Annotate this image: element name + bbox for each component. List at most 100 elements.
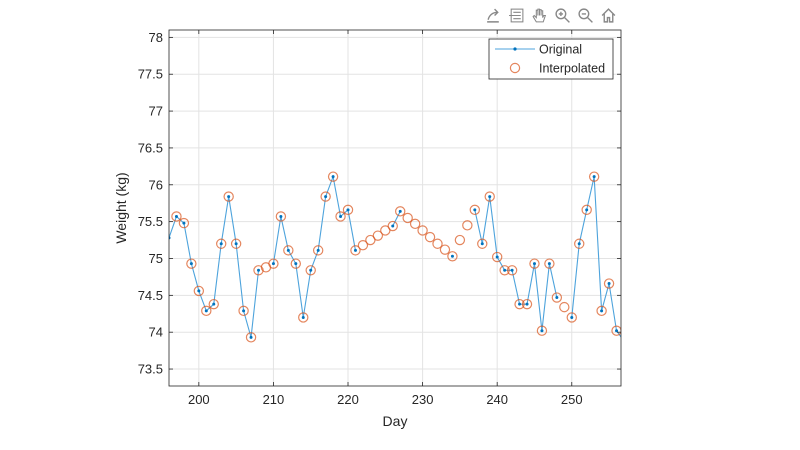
interpolated-point: [275, 211, 287, 222]
interpolated-point: [268, 258, 279, 269]
original-point: [518, 302, 522, 306]
original-line-segment: [571, 176, 621, 338]
interpolated-point: [499, 265, 510, 276]
interpolated-point: [402, 212, 413, 224]
original-line-segment: [169, 196, 260, 338]
home-icon: [601, 8, 616, 23]
interpolated-point: [186, 258, 197, 269]
interpolated-point: [208, 298, 219, 310]
original-point: [480, 242, 484, 246]
interpolated-point: [298, 312, 309, 323]
y-tick-label: 74.5: [138, 288, 163, 303]
legend-interpolated-marker: [509, 62, 521, 74]
interpolated-point: [551, 292, 563, 303]
original-point: [257, 268, 261, 272]
original-point: [204, 309, 208, 313]
original-point: [540, 329, 544, 333]
original-point: [279, 214, 283, 218]
interpolated-point: [178, 217, 190, 229]
original-point: [294, 262, 298, 266]
interpolated-point: [439, 244, 451, 255]
brush-button[interactable]: [507, 6, 526, 25]
y-tick-label: 75: [149, 251, 163, 266]
interpolated-point: [491, 251, 503, 263]
original-line-segment: [272, 174, 357, 318]
original-point: [525, 302, 529, 306]
interpolated-point: [223, 191, 234, 202]
original-point: [174, 214, 178, 218]
x-tick-label: 220: [337, 392, 359, 407]
export-button[interactable]: [484, 6, 503, 25]
interpolated-point: [432, 238, 443, 249]
original-point: [450, 254, 454, 258]
y-tick-label: 73.5: [138, 362, 163, 377]
interpolated-point: [283, 245, 294, 256]
interpolated-point: [342, 204, 354, 216]
interpolated-point: [230, 238, 242, 249]
interpolated-point: [484, 191, 495, 202]
interpolated-point: [245, 332, 257, 343]
original-point: [286, 248, 290, 252]
interpolated-point: [320, 191, 331, 202]
x-tick-label: 210: [263, 392, 285, 407]
original-point: [309, 268, 313, 272]
axes-toolbar: [484, 6, 618, 25]
interpolated-point: [201, 305, 212, 317]
original-point: [510, 268, 514, 272]
interpolated-point: [372, 230, 384, 241]
grid: [169, 30, 621, 386]
original-point: [607, 282, 611, 286]
pan-icon: [532, 8, 547, 23]
brush-icon: [509, 8, 524, 23]
original-line-segment: [474, 196, 558, 331]
y-tick-label: 77.5: [138, 67, 163, 82]
interpolated-point: [529, 258, 540, 269]
legend-interpolated-label: Interpolated: [539, 62, 605, 76]
y-axis-label: Weight (kg): [113, 172, 129, 243]
interpolated-point: [290, 258, 301, 269]
x-tick-label: 250: [561, 392, 583, 407]
zoom-out-button[interactable]: [576, 6, 595, 25]
zoom-in-button[interactable]: [553, 6, 572, 25]
x-tick-label: 240: [486, 392, 508, 407]
interpolated-point: [514, 298, 525, 310]
original-point: [473, 208, 477, 212]
y-tick-label: 76: [149, 177, 163, 192]
interpolated-point: [588, 171, 600, 182]
interpolated-point: [312, 245, 324, 256]
original-point: [316, 248, 320, 252]
interpolated-point: [581, 204, 592, 216]
interpolated-point: [409, 218, 421, 230]
interpolated-point: [327, 171, 339, 182]
interpolated-point: [193, 285, 205, 297]
pan-button[interactable]: [530, 6, 549, 25]
original-line-segment: [392, 211, 401, 227]
original-point: [346, 208, 350, 212]
original-point: [398, 209, 402, 213]
original-point: [622, 340, 625, 343]
interpolated-point: [447, 251, 458, 262]
original-point: [301, 315, 305, 319]
original-point: [271, 262, 275, 266]
home-button[interactable]: [599, 6, 618, 25]
original-point: [585, 208, 589, 212]
original-point: [331, 175, 335, 179]
original-point: [324, 195, 328, 199]
x-tick-label: 230: [412, 392, 434, 407]
original-point: [182, 221, 186, 225]
original-point: [615, 329, 619, 333]
interpolated-point: [424, 231, 436, 243]
legend-original-marker: [513, 47, 517, 51]
interpolated-point: [171, 211, 182, 222]
interpolated-point: [454, 234, 466, 246]
original-point: [212, 302, 216, 306]
y-tick-label: 74: [149, 325, 163, 340]
interpolated-point: [417, 225, 428, 236]
y-tick-label: 78: [149, 30, 163, 45]
interpolated-point: [395, 206, 406, 217]
interpolated-point: [536, 325, 548, 336]
interpolated-point: [521, 298, 533, 310]
original-point: [339, 214, 343, 218]
